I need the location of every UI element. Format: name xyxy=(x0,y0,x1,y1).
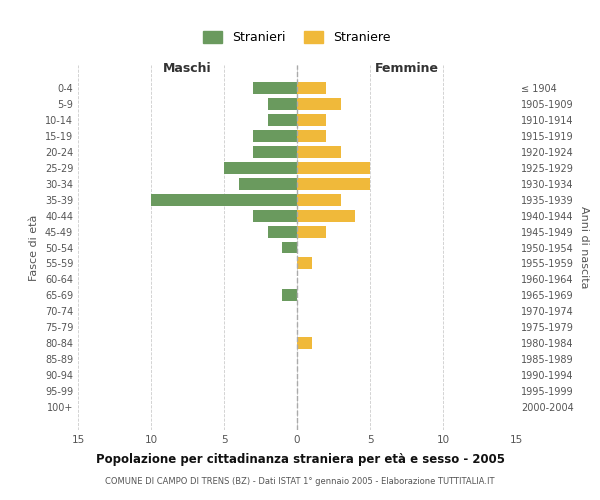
Text: COMUNE DI CAMPO DI TRENS (BZ) - Dati ISTAT 1° gennaio 2005 - Elaborazione TUTTIT: COMUNE DI CAMPO DI TRENS (BZ) - Dati IST… xyxy=(105,478,495,486)
Bar xyxy=(151,194,297,205)
Bar xyxy=(297,82,326,94)
Text: Popolazione per cittadinanza straniera per età e sesso - 2005: Popolazione per cittadinanza straniera p… xyxy=(95,452,505,466)
Bar xyxy=(297,114,326,126)
Bar xyxy=(297,162,370,173)
Bar xyxy=(297,210,355,222)
Y-axis label: Fasce di età: Fasce di età xyxy=(29,214,39,280)
Bar xyxy=(297,98,341,110)
Y-axis label: Anni di nascita: Anni di nascita xyxy=(579,206,589,289)
Bar xyxy=(268,226,297,237)
Bar xyxy=(297,226,326,237)
Bar xyxy=(268,114,297,126)
Bar xyxy=(239,178,297,190)
Bar xyxy=(253,210,297,222)
Bar xyxy=(224,162,297,173)
Bar xyxy=(283,290,297,302)
Bar xyxy=(297,258,311,270)
Bar xyxy=(297,338,311,349)
Bar xyxy=(268,98,297,110)
Bar xyxy=(297,194,341,205)
Bar xyxy=(297,178,370,190)
Bar xyxy=(253,82,297,94)
Text: Femmine: Femmine xyxy=(374,62,439,75)
Text: Maschi: Maschi xyxy=(163,62,212,75)
Bar xyxy=(283,242,297,254)
Legend: Stranieri, Straniere: Stranieri, Straniere xyxy=(200,28,394,48)
Bar xyxy=(253,146,297,158)
Bar xyxy=(297,130,326,141)
Bar xyxy=(297,146,341,158)
Bar xyxy=(253,130,297,141)
